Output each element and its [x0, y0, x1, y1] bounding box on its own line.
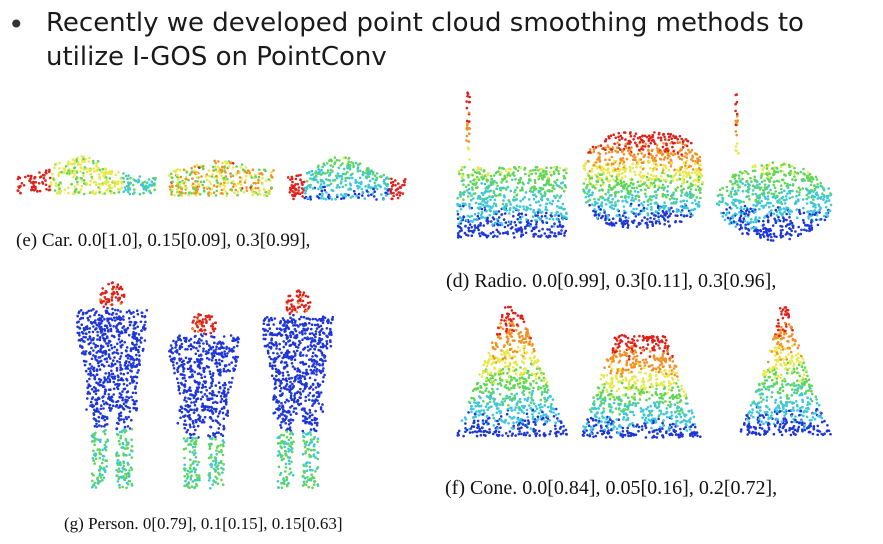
person-cloud-2: [168, 312, 240, 490]
radio-point-cloud-figure: [456, 91, 833, 242]
cone-caption: (f) Cone. 0.0[0.84], 0.05[0.16], 0.2[0.7…: [445, 477, 778, 499]
bullet-text-line-2: utilize I-GOS on PointConv: [46, 42, 387, 72]
person-cloud-3: [262, 289, 335, 490]
cone-cloud-3: [739, 306, 832, 437]
cone-cloud-1: [456, 305, 568, 438]
radio-caption: (d) Radio. 0.0[0.99], 0.3[0.11], 0.3[0.9…: [446, 270, 777, 292]
car-cloud-1: [16, 155, 157, 196]
person-point-cloud-figure: [76, 281, 335, 490]
cone-point-cloud-figure: [456, 305, 832, 439]
car-cloud-2: [167, 159, 275, 197]
bullet-text-line-1: Recently we developed point cloud smooth…: [46, 8, 804, 38]
radio-cloud-2: [582, 131, 705, 229]
car-caption: (e) Car. 0.0[1.0], 0.15[0.09], 0.3[0.99]…: [16, 230, 311, 251]
radio-cloud-3: [715, 93, 833, 242]
car-cloud-3: [286, 156, 407, 201]
bullet-dot-icon: •: [8, 8, 25, 41]
radio-cloud-1: [456, 91, 568, 239]
person-caption: (g) Person. 0[0.79], 0.1[0.15], 0.15[0.6…: [64, 514, 343, 533]
car-point-cloud-figure: [16, 155, 407, 201]
person-cloud-1: [76, 281, 149, 489]
cone-cloud-2: [581, 333, 702, 439]
